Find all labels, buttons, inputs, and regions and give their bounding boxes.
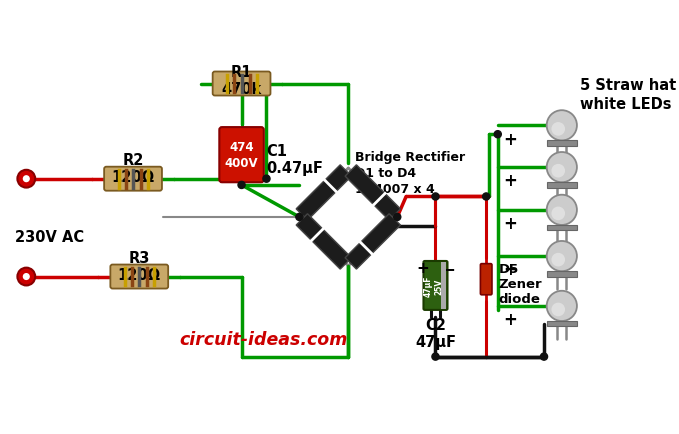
FancyBboxPatch shape <box>111 265 168 289</box>
Circle shape <box>494 132 501 138</box>
FancyBboxPatch shape <box>481 264 492 295</box>
Circle shape <box>296 214 303 221</box>
FancyBboxPatch shape <box>213 72 270 96</box>
Text: R1
470k: R1 470k <box>221 65 261 97</box>
Text: +: + <box>417 260 429 276</box>
FancyBboxPatch shape <box>424 261 447 310</box>
Circle shape <box>547 111 577 141</box>
Circle shape <box>18 171 35 188</box>
FancyBboxPatch shape <box>547 225 577 231</box>
Polygon shape <box>296 165 352 220</box>
Circle shape <box>551 253 565 267</box>
Circle shape <box>238 182 245 189</box>
Circle shape <box>22 176 30 183</box>
Text: C2
47μF: C2 47μF <box>415 317 456 349</box>
Text: 5 Straw hat
white LEDs: 5 Straw hat white LEDs <box>580 78 676 112</box>
Circle shape <box>263 176 270 183</box>
Circle shape <box>547 241 577 272</box>
Polygon shape <box>345 165 401 220</box>
Circle shape <box>551 164 565 178</box>
Text: circuit-ideas.com: circuit-ideas.com <box>180 330 348 348</box>
Text: R2
120Ω: R2 120Ω <box>111 153 155 185</box>
Text: R3
120Ω: R3 120Ω <box>117 250 161 283</box>
Circle shape <box>547 195 577 225</box>
FancyBboxPatch shape <box>547 183 577 188</box>
FancyBboxPatch shape <box>547 141 577 146</box>
Text: −: − <box>441 259 455 277</box>
FancyBboxPatch shape <box>547 272 577 277</box>
FancyBboxPatch shape <box>104 167 162 191</box>
Text: +: + <box>503 310 517 329</box>
Circle shape <box>551 303 565 316</box>
Circle shape <box>547 291 577 321</box>
Text: Bridge Rectifier
D1 to D4
1N4007 x 4: Bridge Rectifier D1 to D4 1N4007 x 4 <box>355 151 466 196</box>
Text: +: + <box>503 261 517 279</box>
Polygon shape <box>345 214 401 270</box>
FancyBboxPatch shape <box>547 321 577 327</box>
Text: +: + <box>503 130 517 148</box>
Circle shape <box>551 207 565 220</box>
Circle shape <box>547 153 577 183</box>
Text: 230V AC: 230V AC <box>15 230 84 244</box>
Text: 47µF
25V: 47µF 25V <box>424 275 443 296</box>
Circle shape <box>432 194 439 201</box>
Text: C1
0.47μF: C1 0.47μF <box>266 144 323 176</box>
Circle shape <box>540 353 547 360</box>
Polygon shape <box>296 214 352 270</box>
FancyBboxPatch shape <box>441 263 446 309</box>
Circle shape <box>483 194 490 201</box>
Text: 474
400V: 474 400V <box>225 141 259 170</box>
Text: +: + <box>503 172 517 190</box>
FancyBboxPatch shape <box>219 128 264 183</box>
Circle shape <box>551 123 565 136</box>
Circle shape <box>394 214 401 221</box>
Circle shape <box>18 268 35 286</box>
Text: +: + <box>503 215 517 233</box>
Circle shape <box>22 273 30 280</box>
Text: D5
Zener
diode: D5 Zener diode <box>498 263 543 306</box>
Circle shape <box>432 353 439 360</box>
